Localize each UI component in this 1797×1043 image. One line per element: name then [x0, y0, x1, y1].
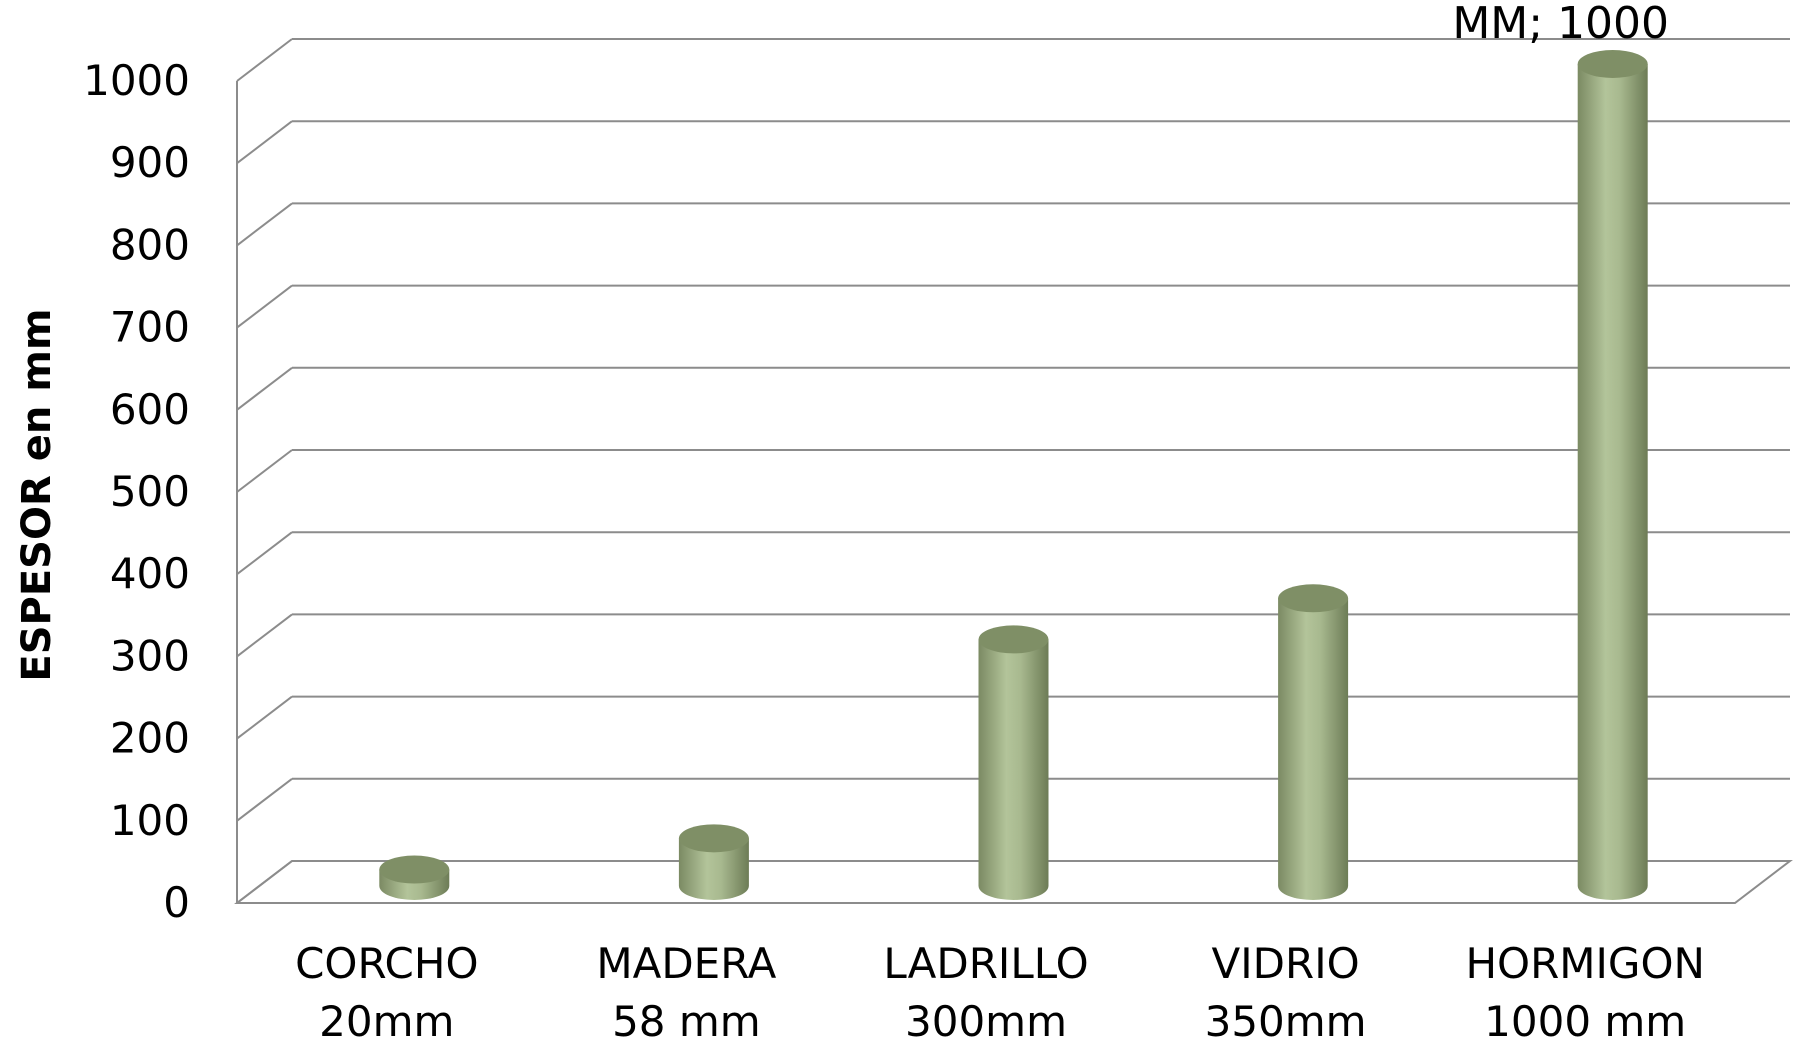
y-tick-label: 300	[110, 631, 190, 680]
y-tick-label: 400	[110, 549, 190, 598]
y-tick-label: 500	[110, 467, 190, 516]
x-tick-label: VIDRIO	[1212, 939, 1360, 988]
gridline-diagonal	[236, 613, 293, 658]
bar-top	[978, 625, 1049, 654]
category-labels: CORCHO 20mm MADERA 58 mm LADRILLO 300mm VIDRIO…	[295, 939, 1705, 1043]
gridline-diagonal	[236, 120, 293, 164]
x-tick-label: 20mm	[319, 997, 454, 1043]
x-tick-label: CORCHO	[295, 939, 478, 988]
y-tick-label: 0	[163, 878, 190, 927]
bar	[1577, 50, 1648, 901]
y-tick-label: 800	[110, 220, 190, 269]
y-tick-label: 600	[110, 385, 190, 434]
x-tick-label: 1000 mm	[1484, 997, 1686, 1043]
bars	[379, 50, 1648, 901]
gridline-diagonal	[236, 449, 293, 493]
data-labels: MM; 1000	[1452, 0, 1669, 49]
bar	[1278, 584, 1349, 901]
bar	[379, 855, 450, 901]
y-tick-label: 1000	[83, 56, 190, 105]
y-tick-label: 100	[110, 796, 190, 845]
bar-body	[978, 639, 1049, 901]
axes	[234, 81, 1793, 904]
x-tick-label: LADRILLO	[883, 939, 1088, 988]
floor	[234, 860, 1793, 904]
gridline-diagonal	[236, 778, 293, 822]
bar-body	[1278, 598, 1349, 901]
bar-top	[678, 824, 749, 853]
bar	[978, 625, 1049, 901]
bar-body	[1577, 64, 1648, 901]
y-tick-label: 200	[110, 714, 190, 763]
x-tick-label: MADERA	[596, 939, 776, 988]
bar-top	[379, 855, 450, 884]
gridline-diagonal	[236, 284, 293, 329]
bar-top	[1278, 584, 1349, 613]
y-tick-labels: 0 100 200 300 400 500 600 700 800 900 1000	[83, 56, 190, 927]
data-label: MM; 1000	[1452, 0, 1669, 49]
x-tick-label: 350mm	[1205, 997, 1367, 1043]
y-axis-label: ESPESOR en mm	[14, 308, 60, 681]
x-tick-label: 300mm	[905, 997, 1067, 1043]
gridline-diagonal	[236, 531, 293, 575]
bar-body	[678, 838, 749, 901]
gridline-diagonal	[236, 695, 293, 740]
gridline-diagonal	[236, 202, 293, 247]
gridline-diagonal	[236, 38, 293, 82]
x-tick-label: HORMIGON	[1465, 939, 1704, 988]
bar	[678, 824, 749, 901]
y-tick-label: 700	[110, 303, 190, 352]
y-tick-label: 900	[110, 138, 190, 187]
bar-top	[1577, 50, 1648, 78]
x-tick-label: 58 mm	[612, 997, 761, 1043]
gridline-diagonal	[236, 367, 293, 411]
